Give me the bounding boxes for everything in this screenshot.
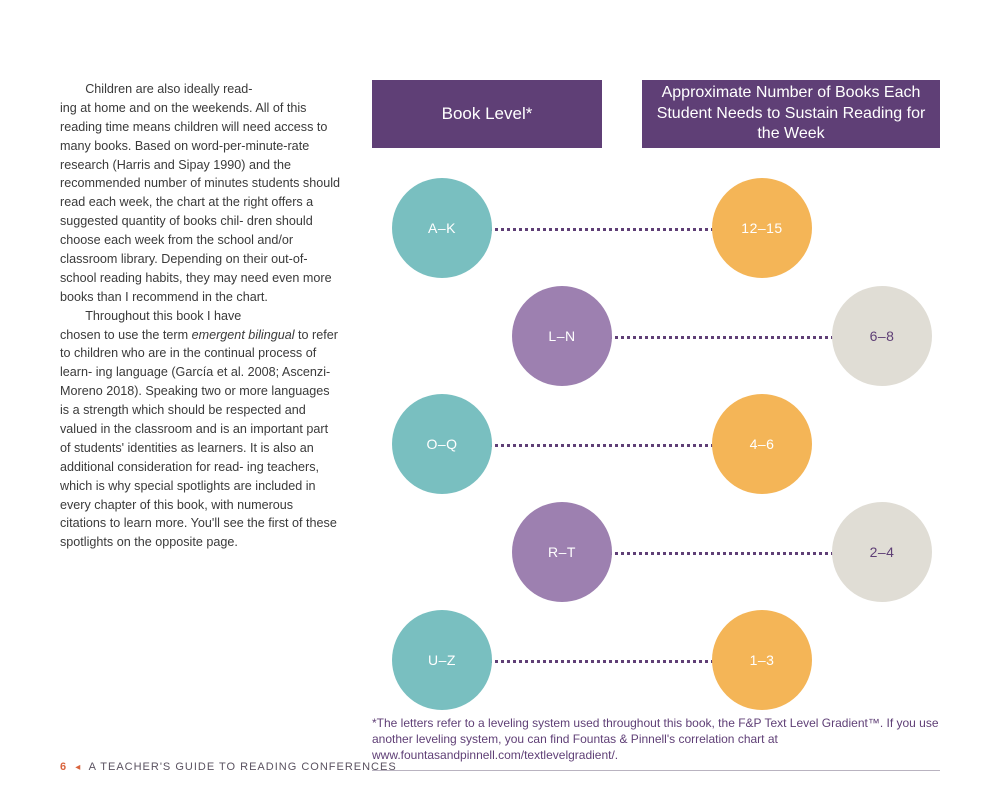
count-circle: 2–4 [832,502,932,602]
count-circle: 12–15 [712,178,812,278]
footer-title: A TEACHER'S GUIDE TO READING CONFERENCES [89,761,397,773]
level-circle: U–Z [392,610,492,710]
para2-b: to refer to children who are in the cont… [60,328,338,550]
chart-headers: Book Level* Approximate Number of Books … [372,80,940,148]
footer-arrow-icon: ◂ [75,762,81,773]
chart-footnote: *The letters refer to a leveling system … [372,715,940,764]
para2-term: emergent bilingual [192,328,295,342]
chart-rows: A–K 12–15 L–N 6–8 O–Q 4–6 R–T 2–4 U–Z 1–3 [372,178,940,718]
chart-column: Book Level* Approximate Number of Books … [372,80,940,690]
level-circle: L–N [512,286,612,386]
para2-lead-text: Throughout this book I have [85,309,241,323]
paragraph-2-body: chosen to use the term emergent bilingua… [60,326,340,553]
body-text-column: Children are also ideally read- ing at h… [60,80,340,690]
chart-footnote-rule [372,770,940,771]
paragraph-2-lead: Throughout this book I have [60,307,340,326]
paragraph-1-body: ing at home and on the weekends. All of … [60,99,340,307]
count-circle: 1–3 [712,610,812,710]
page-number: 6 [60,761,67,773]
level-circle: R–T [512,502,612,602]
header-book-level: Book Level* [372,80,602,148]
para2-a: chosen to use the term [60,328,192,342]
page-footer: 6 ◂ A TEACHER'S GUIDE TO READING CONFERE… [60,761,397,773]
count-circle: 4–6 [712,394,812,494]
header-book-count: Approximate Number of Books Each Student… [642,80,940,148]
paragraph-1: Children are also ideally read- [60,80,340,99]
level-circle: A–K [392,178,492,278]
level-circle: O–Q [392,394,492,494]
para1-lead: Children are also ideally read- [85,82,252,96]
count-circle: 6–8 [832,286,932,386]
